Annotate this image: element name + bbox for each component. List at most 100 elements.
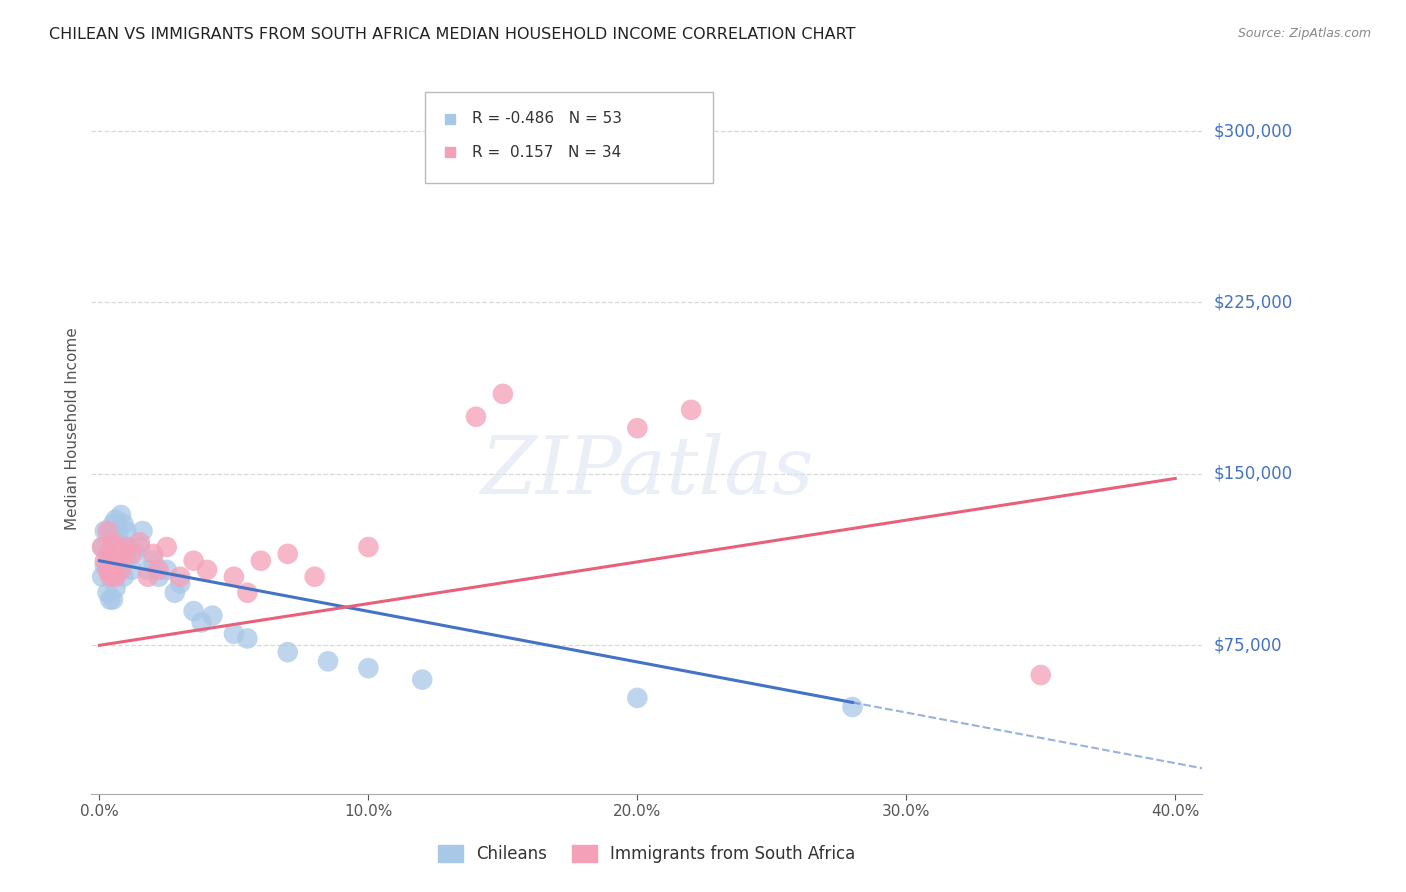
Point	[115, 524, 138, 538]
Point	[107, 554, 129, 568]
Point	[101, 570, 124, 584]
Point	[118, 540, 141, 554]
Point	[183, 554, 205, 568]
Point	[136, 563, 159, 577]
Point	[190, 615, 212, 630]
Point	[107, 540, 129, 554]
Point	[104, 570, 127, 584]
Point	[492, 387, 515, 401]
FancyBboxPatch shape	[425, 92, 713, 183]
Point	[101, 517, 124, 532]
Point	[101, 535, 124, 549]
Point	[957, 810, 980, 824]
Point	[112, 547, 135, 561]
Point	[104, 581, 127, 595]
Point	[183, 604, 205, 618]
Point	[101, 554, 124, 568]
Point	[96, 524, 118, 538]
Point	[136, 570, 159, 584]
Point	[104, 540, 127, 554]
Point	[101, 563, 124, 577]
Point	[94, 524, 117, 538]
Point	[115, 540, 138, 554]
Text: $225,000: $225,000	[1213, 293, 1292, 311]
Point	[465, 409, 488, 424]
Point	[195, 563, 218, 577]
Y-axis label: Median Household Income: Median Household Income	[65, 326, 80, 530]
Text: $300,000: $300,000	[1213, 122, 1292, 140]
Point	[128, 540, 150, 554]
Text: CHILEAN VS IMMIGRANTS FROM SOUTH AFRICA MEDIAN HOUSEHOLD INCOME CORRELATION CHAR: CHILEAN VS IMMIGRANTS FROM SOUTH AFRICA …	[49, 27, 856, 42]
Point	[104, 563, 127, 577]
Point	[91, 540, 114, 554]
Point	[94, 554, 117, 568]
Point	[681, 402, 703, 417]
Point	[124, 547, 146, 561]
Text: $150,000: $150,000	[1213, 465, 1292, 483]
Point	[121, 547, 143, 561]
Point	[101, 592, 124, 607]
Point	[277, 547, 299, 561]
Point	[98, 592, 121, 607]
Point	[96, 563, 118, 577]
Point	[110, 547, 132, 561]
Point	[163, 585, 186, 599]
Point	[107, 524, 129, 538]
Point	[128, 535, 150, 549]
Point	[107, 563, 129, 577]
Point	[222, 570, 245, 584]
Point	[121, 563, 143, 577]
Point	[104, 547, 127, 561]
Point	[96, 585, 118, 599]
Point	[626, 421, 648, 435]
Text: R =  0.157   N = 34: R = 0.157 N = 34	[472, 145, 621, 160]
Point	[98, 570, 121, 584]
Point	[131, 524, 153, 538]
Text: R = -0.486   N = 53: R = -0.486 N = 53	[472, 112, 623, 127]
Point	[201, 608, 224, 623]
Text: $75,000: $75,000	[1213, 636, 1282, 655]
Point	[98, 547, 121, 561]
Point	[626, 690, 648, 705]
Point	[250, 554, 273, 568]
Point	[98, 547, 121, 561]
Point	[957, 810, 980, 824]
Point	[169, 570, 191, 584]
Point	[236, 632, 259, 646]
Point	[112, 570, 135, 584]
Point	[112, 517, 135, 532]
Point	[1029, 668, 1052, 682]
Point	[236, 585, 259, 599]
Text: ZIPatlas: ZIPatlas	[479, 434, 814, 511]
Point	[96, 563, 118, 577]
Point	[91, 540, 114, 554]
Point	[115, 554, 138, 568]
Point	[841, 700, 863, 714]
Point	[148, 570, 170, 584]
Point	[169, 576, 191, 591]
Point	[156, 563, 179, 577]
Point	[101, 535, 124, 549]
Point	[96, 547, 118, 561]
Point	[104, 512, 127, 526]
Point	[142, 554, 165, 568]
Text: Source: ZipAtlas.com: Source: ZipAtlas.com	[1237, 27, 1371, 40]
Point	[98, 524, 121, 538]
Point	[142, 547, 165, 561]
Point	[411, 673, 433, 687]
Point	[222, 627, 245, 641]
Point	[357, 540, 380, 554]
Point	[304, 570, 326, 584]
Point	[94, 558, 117, 573]
Point	[316, 654, 339, 668]
Point	[112, 540, 135, 554]
Point	[104, 531, 127, 545]
Point	[357, 661, 380, 675]
Point	[277, 645, 299, 659]
Point	[98, 563, 121, 577]
Point	[91, 570, 114, 584]
Legend: Chileans, Immigrants from South Africa: Chileans, Immigrants from South Africa	[432, 838, 862, 870]
Point	[156, 540, 179, 554]
Point	[148, 563, 170, 577]
Point	[110, 563, 132, 577]
